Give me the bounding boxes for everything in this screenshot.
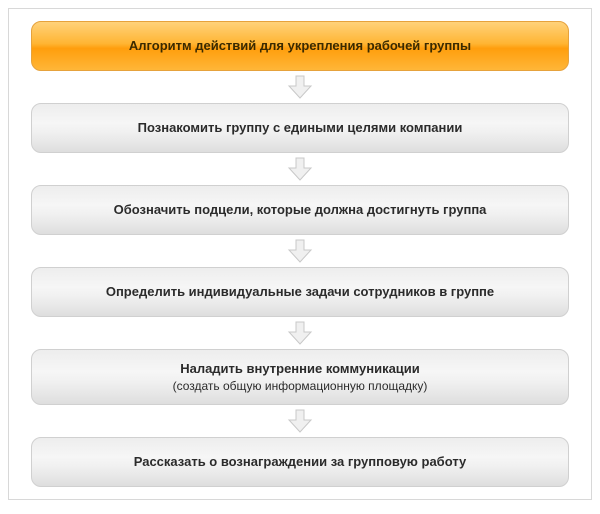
flowchart-step: Наладить внутренние коммуникации (создат…: [31, 349, 569, 405]
arrow-down-icon: [286, 74, 314, 100]
arrow-down-icon: [286, 156, 314, 182]
flowchart-step: Обозначить подцели, которые должна дости…: [31, 185, 569, 235]
step-sublabel: (создать общую информационную площадку): [173, 378, 428, 394]
step-label: Рассказать о вознаграждении за групповую…: [134, 453, 467, 471]
flowchart-step: Рассказать о вознаграждении за групповую…: [31, 437, 569, 487]
flowchart-step: Познакомить группу с едиными целями комп…: [31, 103, 569, 153]
flowchart-container: Алгоритм действий для укрепления рабочей…: [8, 8, 592, 500]
step-label: Алгоритм действий для укрепления рабочей…: [129, 37, 471, 55]
arrow-down-icon: [286, 408, 314, 434]
step-label: Обозначить подцели, которые должна дости…: [114, 201, 487, 219]
step-label: Познакомить группу с едиными целями комп…: [138, 119, 463, 137]
flowchart-step: Определить индивидуальные задачи сотрудн…: [31, 267, 569, 317]
arrow-down-icon: [286, 238, 314, 264]
step-label: Наладить внутренние коммуникации: [180, 360, 420, 378]
step-label: Определить индивидуальные задачи сотрудн…: [106, 283, 494, 301]
flowchart-step-title: Алгоритм действий для укрепления рабочей…: [31, 21, 569, 71]
arrow-down-icon: [286, 320, 314, 346]
